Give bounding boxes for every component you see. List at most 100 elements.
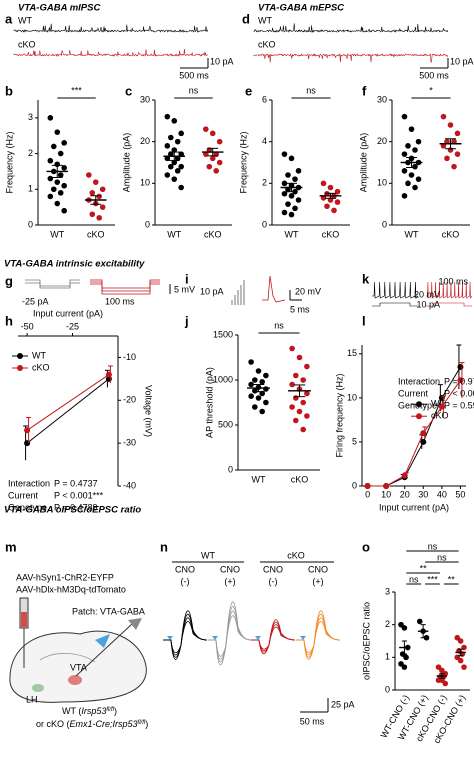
data-point xyxy=(408,126,415,132)
significance-label: * xyxy=(429,85,433,95)
data-point xyxy=(423,634,430,641)
data-point xyxy=(295,168,302,174)
data-point xyxy=(300,399,306,406)
light-beam xyxy=(95,634,110,648)
data-point xyxy=(96,193,103,200)
data-point xyxy=(54,200,61,207)
stat-value: P = 0.4737 xyxy=(54,478,98,488)
scale-label: -25 pA xyxy=(22,296,49,306)
condition-label: (-) xyxy=(269,576,278,586)
section-title: VTA-GABA intrinsic excitability xyxy=(4,259,145,270)
data-point xyxy=(164,172,171,178)
genotype-part: ) xyxy=(145,719,148,729)
data-point xyxy=(293,417,299,424)
panel-letter: g xyxy=(5,273,13,288)
y-tick-label: 30 xyxy=(377,94,387,104)
data-point xyxy=(263,386,269,392)
data-point xyxy=(178,130,184,137)
data-point xyxy=(203,126,209,132)
data-point xyxy=(457,657,464,664)
y-axis-label: oIPSC/oEPSC ratio xyxy=(361,602,371,680)
x-tick-label: WT xyxy=(285,229,299,239)
data-point xyxy=(295,197,302,203)
y-tick-label: 0 xyxy=(385,684,390,694)
panel-title: VTA-GABA mEPSC xyxy=(258,3,344,14)
legend-label: WT xyxy=(431,399,445,409)
x-tick-label: 50 xyxy=(455,489,465,499)
trace xyxy=(296,621,341,654)
data-point xyxy=(300,426,306,433)
trace xyxy=(208,615,253,657)
scale-label: 100 ms xyxy=(105,296,135,306)
data-point xyxy=(288,155,295,162)
data-point xyxy=(403,654,409,661)
y-tick-label: 0 xyxy=(28,219,33,229)
data-point xyxy=(296,354,303,361)
stim-marker xyxy=(300,636,306,640)
stat-value: P < 0.001*** xyxy=(54,490,104,500)
panel-letter: h xyxy=(5,313,13,328)
data-point xyxy=(57,172,64,178)
trace xyxy=(253,23,449,33)
trace xyxy=(90,283,160,295)
scale-label: 500 ms xyxy=(419,70,449,80)
trace xyxy=(208,601,253,666)
data-point xyxy=(50,186,57,193)
data-point xyxy=(457,377,464,384)
data-point xyxy=(405,143,411,149)
y-tick-label: 0 xyxy=(352,480,357,490)
stat-value: P < 0.001*** xyxy=(444,388,474,398)
data-point xyxy=(248,381,254,388)
data-point xyxy=(209,130,216,137)
significance-label: *** xyxy=(427,574,438,584)
y-axis-label: Frequency (Hz) xyxy=(4,131,14,193)
data-point xyxy=(171,176,178,182)
data-point xyxy=(401,472,408,479)
data-point xyxy=(61,165,67,171)
data-point xyxy=(334,199,341,205)
data-point xyxy=(304,390,310,397)
trace-label: cKO xyxy=(258,39,276,49)
data-point xyxy=(401,151,408,157)
brain-outline xyxy=(9,630,147,703)
data-point xyxy=(293,395,299,401)
data-point xyxy=(86,172,92,178)
data-point xyxy=(167,163,174,170)
condition-label: (-) xyxy=(181,576,190,586)
x-tick-label: WT xyxy=(167,229,181,239)
data-point xyxy=(401,664,408,670)
stat-name: Interaction xyxy=(398,376,440,386)
y-tick-label: 0 xyxy=(382,219,387,229)
data-point xyxy=(440,113,447,120)
y-tick-label: 0 xyxy=(262,219,267,229)
stat-value: P = 0.5949 xyxy=(444,400,474,410)
data-point xyxy=(285,201,291,207)
scale-label: 10 pA xyxy=(416,299,440,309)
data-point xyxy=(174,168,181,174)
y-tick-label: 15 xyxy=(347,348,357,358)
data-point xyxy=(105,371,112,378)
trace xyxy=(163,610,208,660)
panel-letter: l xyxy=(362,313,366,328)
significance-label: *** xyxy=(71,85,82,95)
y-tick-label: 2 xyxy=(262,178,267,188)
trace xyxy=(13,48,208,58)
data-point xyxy=(171,118,178,124)
x-tick-label: 40 xyxy=(437,489,447,499)
significance-label: ** xyxy=(420,563,428,573)
scale-label: 500 ms xyxy=(179,70,209,80)
data-point xyxy=(289,345,295,352)
data-point xyxy=(164,113,171,120)
data-point xyxy=(454,151,461,157)
stat-name: Genotype xyxy=(398,400,437,410)
data-point xyxy=(255,368,262,374)
legend-label: WT xyxy=(32,350,46,360)
trace xyxy=(251,626,296,650)
y-tick-label: -40 xyxy=(123,480,136,490)
drug-label: CNO xyxy=(220,564,240,574)
y-tick-label: 1 xyxy=(385,652,390,662)
data-point xyxy=(412,184,418,191)
legend-marker xyxy=(17,353,23,359)
data-point xyxy=(61,207,67,214)
